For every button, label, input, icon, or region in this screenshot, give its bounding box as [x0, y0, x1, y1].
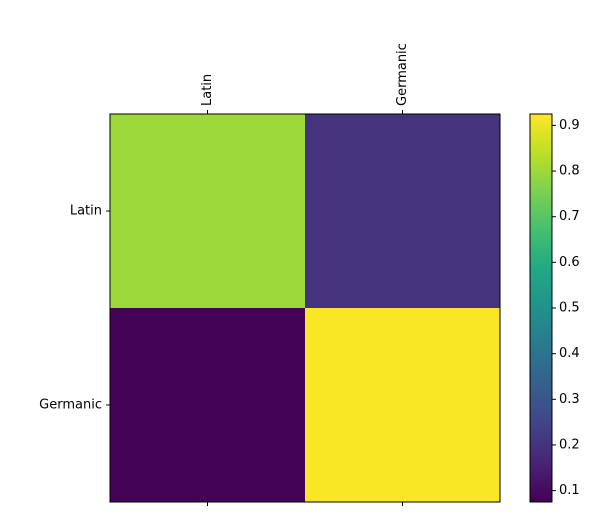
- x-tick-label-latin: Latin: [200, 74, 215, 106]
- colorbar-tick-label-0-6: 0.6: [559, 255, 580, 270]
- colorbar-tick-label-0-9: 0.9: [559, 118, 580, 133]
- colorbar-tick-label-0-3: 0.3: [559, 392, 580, 407]
- colorbar-tick-label-0-1: 0.1: [559, 483, 580, 498]
- colorbar-tick-label-0-4: 0.4: [559, 346, 580, 361]
- heatmap-cell-latin-latin: [110, 114, 305, 308]
- colorbar-tick-label-0-2: 0.2: [559, 437, 580, 452]
- colorbar-tick-label-0-7: 0.7: [559, 209, 580, 224]
- colorbar: [530, 114, 552, 502]
- colorbar-tick-label-0-8: 0.8: [559, 164, 580, 179]
- x-tick-label-germanic: Germanic: [395, 43, 410, 106]
- heatmap-cell-germanic-latin: [110, 308, 305, 502]
- colorbar-tick-label-0-5: 0.5: [559, 301, 580, 316]
- heatmap-cell-germanic-germanic: [305, 308, 500, 502]
- y-tick-label-germanic: Germanic: [39, 398, 102, 413]
- plot-frame: [109, 113, 501, 503]
- y-tick-label-latin: Latin: [70, 204, 102, 219]
- heatmap-cell-latin-germanic: [305, 114, 500, 308]
